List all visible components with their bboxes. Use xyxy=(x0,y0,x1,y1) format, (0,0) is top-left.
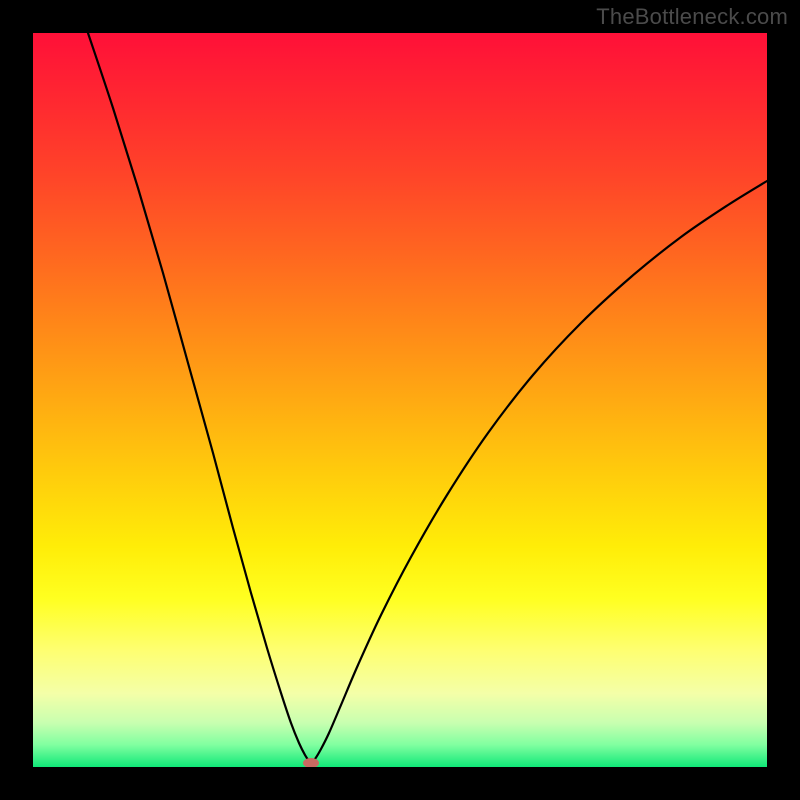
plot-area xyxy=(33,33,767,767)
plot-svg xyxy=(33,33,767,767)
chart-container: TheBottleneck.com xyxy=(0,0,800,800)
gradient-background xyxy=(33,33,767,767)
watermark-text: TheBottleneck.com xyxy=(596,4,788,30)
